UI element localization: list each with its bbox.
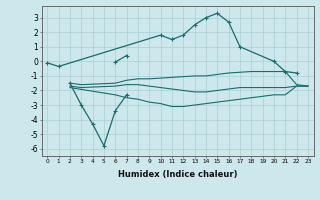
X-axis label: Humidex (Indice chaleur): Humidex (Indice chaleur) — [118, 170, 237, 179]
